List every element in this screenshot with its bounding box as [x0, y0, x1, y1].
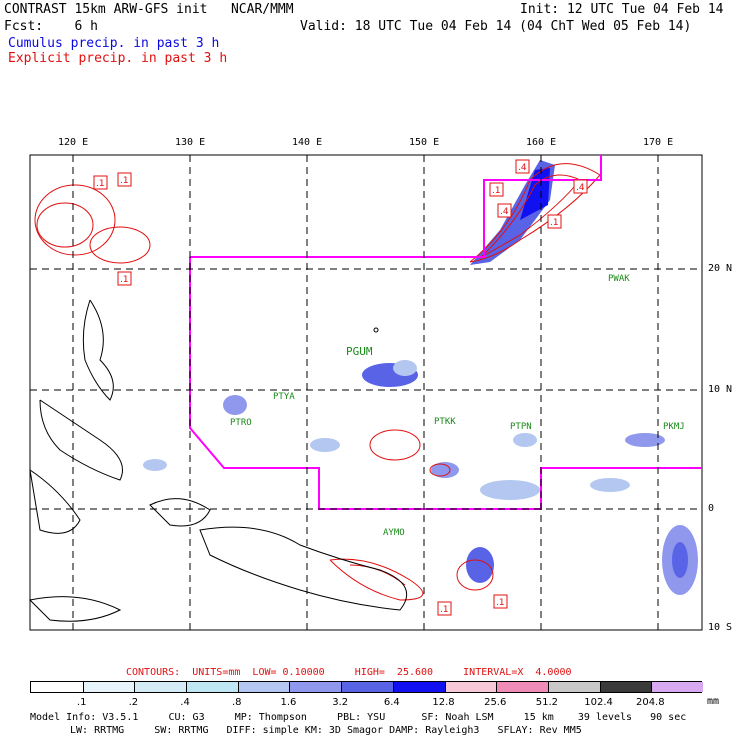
cumulus-precip-areas [143, 160, 698, 595]
station-label: PKMJ [663, 422, 685, 432]
station-label: PGUM [346, 345, 373, 358]
station-label: PTRO [230, 418, 252, 428]
lon-label: 160 E [526, 137, 557, 148]
model-info-line1: Model Info: V3.5.1 CU: G3 MP: Thompson P… [30, 712, 687, 723]
colorbar-tick-label: 204.8 [635, 697, 665, 708]
colorbar-tick-label: 102.4 [584, 697, 613, 708]
lat-lon-grid [30, 155, 702, 630]
svg-text:.1: .1 [120, 176, 129, 186]
colorbar-tick-label: 6.4 [383, 697, 400, 708]
svg-text:.1: .1 [96, 179, 105, 189]
colorbar-cell [651, 682, 703, 692]
svg-text:.1: .1 [496, 598, 505, 608]
explicit-precip-contours [34, 163, 601, 601]
colorbar-tick-label: 3.2 [332, 697, 349, 708]
lat-label: 10 N [708, 384, 733, 395]
valid-time: Valid: 18 UTC Tue 04 Feb 14 (04 ChT Wed … [300, 19, 692, 34]
svg-text:.1: .1 [550, 218, 559, 228]
init-time: Init: 12 UTC Tue 04 Feb 14 [520, 2, 724, 17]
station-label: PTKK [434, 417, 456, 427]
colorbar-units: mm [707, 696, 720, 707]
legend-explicit: Explicit precip. in past 3 h [8, 51, 228, 66]
colorbar-cell [444, 682, 497, 692]
station-label: AYMO [383, 528, 405, 538]
colorbar-cell [134, 682, 187, 692]
lon-label: 130 E [175, 137, 206, 148]
colorbar-tick-label: 25.6 [484, 697, 507, 708]
svg-text:.1: .1 [492, 186, 501, 196]
lon-label: 140 E [292, 137, 323, 148]
map-frame [29, 154, 703, 631]
svg-text:.4: .4 [518, 163, 527, 173]
legend-cumulus: Cumulus precip. in past 3 h [8, 36, 220, 51]
colorbar-cell [31, 682, 83, 692]
colorbar-tick-label: .1 [76, 697, 87, 708]
lat-label: 0 [708, 503, 715, 514]
colorbar-cell [186, 682, 238, 692]
colorbar-tick-label: .8 [231, 697, 242, 708]
contour-info: CONTOURS: UNITS=mm LOW= 0.10000 HIGH= 25… [126, 667, 572, 678]
svg-text:.1: .1 [120, 275, 129, 285]
colorbar-cell [237, 682, 290, 692]
station-label: PWAK [608, 274, 630, 284]
colorbar-tick-label: 51.2 [535, 697, 559, 708]
model-info-line2: LW: RRTMG SW: RRTMG DIFF: simple KM: 3D … [70, 725, 582, 736]
lon-label: 120 E [58, 137, 89, 148]
domain-boundary [189, 155, 702, 510]
colorbar-tick-label: .2 [128, 697, 139, 708]
station-label: PTYA [273, 392, 295, 402]
colorbar-cell [289, 682, 342, 692]
colorbar-cell [496, 682, 548, 692]
run-title: CONTRAST 15km ARW-GFS init NCAR/MMM [4, 2, 294, 17]
colorbar-cell [599, 682, 652, 692]
colorbar-cell [82, 682, 135, 692]
colorbar-cell [392, 682, 445, 692]
colorbar-tick-label: .4 [180, 697, 190, 708]
colorbar-cell [341, 682, 393, 692]
contour-labels: .1 .1 .1 .4 .4 .1 .4 .1 .1 .1 [93, 159, 588, 616]
coastlines [28, 299, 408, 622]
colorbar-tick-label: 12.8 [432, 697, 455, 708]
svg-text:.4: .4 [576, 183, 585, 193]
svg-text:.4: .4 [500, 207, 509, 217]
colorbar-tick-label: 1.6 [280, 697, 297, 708]
colorbar [30, 681, 703, 693]
colorbar-cell [547, 682, 600, 692]
lat-label: 20 N [708, 263, 733, 274]
svg-text:.1: .1 [440, 605, 449, 615]
station-label: PTPN [510, 422, 532, 432]
lon-label: 150 E [409, 137, 440, 148]
forecast-hour: Fcst: 6 h [4, 19, 98, 34]
lat-label: 10 S [708, 622, 733, 633]
lon-label: 170 E [643, 137, 674, 148]
